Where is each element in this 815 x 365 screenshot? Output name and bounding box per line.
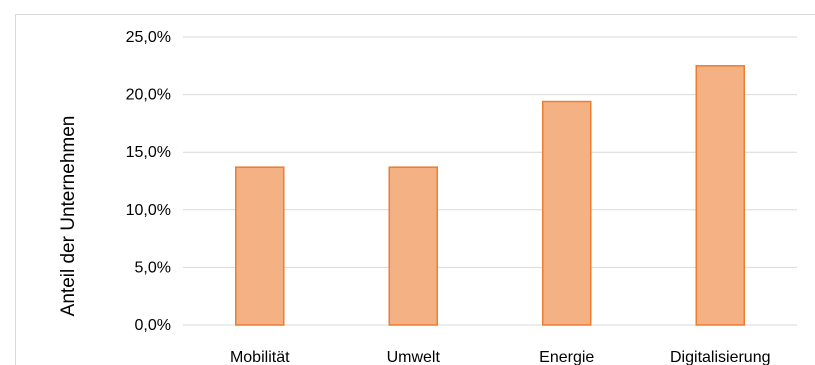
y-tick-labels: 0,0% 5,0% 10,0% 15,0% 20,0% 25,0% bbox=[126, 29, 171, 334]
grid-lines bbox=[183, 36, 797, 326]
y-tick-label: 25,0% bbox=[126, 29, 171, 46]
y-axis-title: Anteil der Unternehmen bbox=[58, 116, 79, 317]
y-tick-label: 15,0% bbox=[126, 144, 171, 161]
x-tick-label: Energie bbox=[539, 349, 594, 365]
y-tick-label: 10,0% bbox=[126, 202, 171, 219]
y-tick-label: 0,0% bbox=[135, 317, 171, 334]
bar-digitalisierung bbox=[695, 65, 745, 326]
x-tick-label: Umwelt bbox=[387, 349, 441, 365]
chart-frame bbox=[15, 14, 815, 365]
bar-mobilität bbox=[235, 166, 285, 326]
bars bbox=[235, 65, 745, 326]
x-tick-label: Digitalisierung bbox=[670, 349, 771, 365]
x-tick-label: Mobilität bbox=[230, 349, 290, 365]
y-tick-label: 5,0% bbox=[135, 259, 171, 276]
y-tick-label: 20,0% bbox=[126, 87, 171, 104]
bar-energie bbox=[542, 100, 592, 326]
x-tick-labels: Mobilität Umwelt Energie Digitalisierung bbox=[230, 349, 771, 365]
bar-umwelt bbox=[388, 166, 438, 326]
